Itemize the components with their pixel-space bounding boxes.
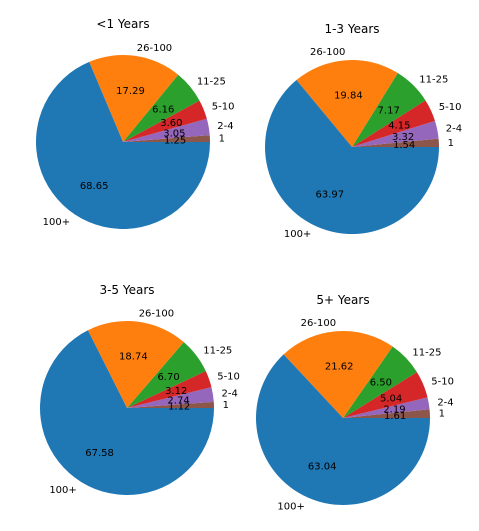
- slice-value-label: 2.74: [167, 395, 189, 406]
- pie-slice-11-25: [123, 74, 200, 142]
- slice-value-label: 3.60: [160, 118, 182, 129]
- slice-value-label: 67.58: [85, 448, 114, 459]
- slice-value-label: 19.84: [334, 90, 363, 101]
- slice-category-label: 26-100: [301, 318, 336, 329]
- pie-panel-5-plus-years: 5+ Years 1.61 1 2.19 2-4 5.04 5-10 6.50 11-25 21…: [256, 293, 454, 512]
- slice-value-label: 3.05: [163, 128, 185, 139]
- slice-value-label: 63.97: [315, 190, 344, 201]
- slice-category-label: 5-10: [212, 102, 235, 113]
- slice-category-label: 11-25: [419, 74, 448, 85]
- slice-category-label: 2-4: [217, 121, 233, 132]
- slice-category-label: 100+: [277, 501, 304, 512]
- slice-category-label: 26-100: [139, 309, 174, 320]
- pie-slice-11-25: [352, 73, 426, 147]
- slice-category-label: 100+: [284, 229, 311, 240]
- slice-value-label: 6.50: [370, 378, 392, 389]
- slice-value-label: 1.12: [168, 402, 190, 413]
- slice-value-label: 18.74: [119, 352, 148, 363]
- slice-category-label: 5-10: [431, 376, 454, 387]
- pie-slice-11-25: [343, 346, 417, 418]
- pie-slice-26-100: [296, 60, 398, 147]
- slice-category-label: 11-25: [203, 346, 232, 357]
- slice-value-label: 5.04: [380, 393, 402, 404]
- slice-value-label: 4.15: [388, 120, 410, 131]
- pie-title: 1-3 Years: [324, 22, 379, 36]
- slice-category-label: 1: [219, 134, 225, 145]
- slice-category-label: 2-4: [437, 397, 453, 408]
- pie-panel-3-5-years: 3-5 Years 1.12 1 2.74 2-4 3.12 5-10 6.70 11-25 1…: [39, 283, 240, 496]
- pie-slice-5-10: [343, 372, 428, 418]
- slice-value-label: 3.32: [392, 132, 414, 143]
- pie-slice-100-plus: [39, 330, 214, 495]
- pie-slice-100-plus: [256, 354, 430, 505]
- pie-slice-11-25: [127, 342, 206, 408]
- pie-slice-100-plus: [265, 80, 439, 234]
- pie-panel-1-3-years: 1-3 Years 1.54 1 3.32 2-4 4.15 5-10 7.17 11-25 1…: [265, 22, 462, 240]
- pie-slice-1: [127, 401, 214, 408]
- pie-slice-5-10: [123, 100, 207, 142]
- pie-slice-2-4: [123, 118, 210, 142]
- pie-slice-1: [123, 135, 210, 142]
- slice-category-label: 5-10: [439, 102, 462, 113]
- slice-category-label: 1: [439, 409, 445, 420]
- pie-slice-5-10: [352, 100, 435, 147]
- slice-value-label: 3.12: [165, 386, 187, 397]
- pie-slice-5-10: [127, 371, 212, 408]
- pie-slice-1: [352, 138, 439, 147]
- slice-value-label: 21.62: [325, 361, 354, 372]
- slice-value-label: 1.61: [384, 411, 406, 422]
- slice-category-label: 2-4: [222, 389, 238, 400]
- slice-category-label: 11-25: [412, 348, 441, 359]
- slice-category-label: 100+: [43, 217, 70, 228]
- slice-category-label: 1: [223, 400, 229, 411]
- slice-category-label: 100+: [49, 485, 76, 496]
- pie-slice-2-4: [343, 397, 430, 418]
- pie-slice-26-100: [87, 321, 184, 408]
- slice-value-label: 1.54: [393, 140, 415, 151]
- slice-value-label: 1.25: [164, 135, 186, 146]
- pie-title: 3-5 Years: [99, 283, 154, 297]
- slice-value-label: 6.16: [152, 104, 174, 115]
- slice-value-label: 7.17: [378, 105, 400, 116]
- pie-slice-1: [343, 409, 430, 418]
- slice-value-label: 6.70: [157, 372, 179, 383]
- slice-category-label: 1: [448, 138, 454, 149]
- slice-category-label: 26-100: [137, 43, 172, 54]
- pie-slice-100-plus: [36, 61, 211, 230]
- slice-category-label: 5-10: [217, 372, 240, 383]
- pie-slice-26-100: [89, 55, 179, 142]
- pie-slice-2-4: [352, 120, 439, 147]
- pie-slice-26-100: [283, 331, 393, 418]
- slice-value-label: 2.19: [383, 405, 405, 416]
- slice-value-label: 68.65: [80, 181, 109, 192]
- pie-title: <1 Years: [96, 17, 149, 31]
- slice-value-label: 63.04: [308, 461, 337, 472]
- slice-category-label: 26-100: [310, 47, 345, 58]
- slice-category-label: 2-4: [446, 123, 462, 134]
- pie-panel-less-than-1-years: <1 Years 1.25 1 3.05 2-4 3.60 5-10 6.16 11-25 17…: [36, 17, 235, 230]
- slice-category-label: 11-25: [197, 77, 226, 88]
- pie-slice-2-4: [127, 387, 214, 408]
- slice-value-label: 17.29: [116, 86, 145, 97]
- pie-title: 5+ Years: [316, 293, 369, 307]
